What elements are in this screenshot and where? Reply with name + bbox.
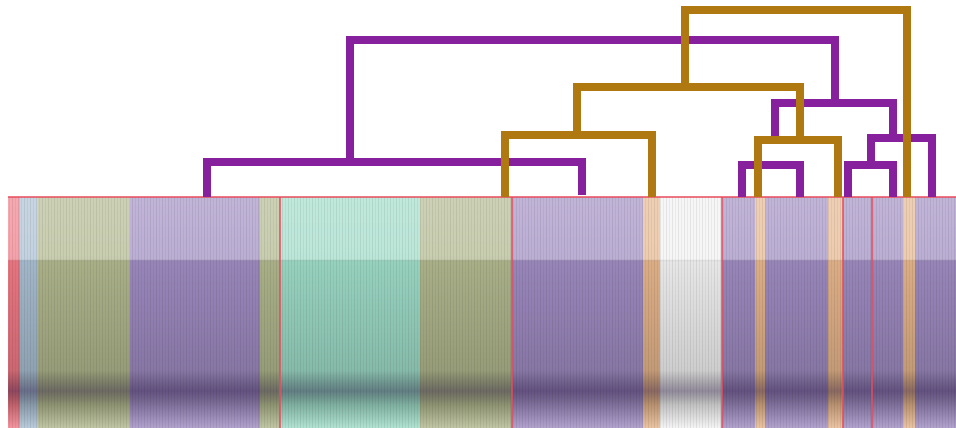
branch	[207, 162, 582, 197]
spectrogram-texture	[8, 197, 956, 428]
figure	[0, 0, 956, 428]
page	[0, 0, 956, 428]
branch	[848, 165, 893, 197]
spectrogram-strip	[8, 197, 956, 428]
branch	[742, 165, 800, 197]
dendrogram-purple	[207, 40, 932, 197]
